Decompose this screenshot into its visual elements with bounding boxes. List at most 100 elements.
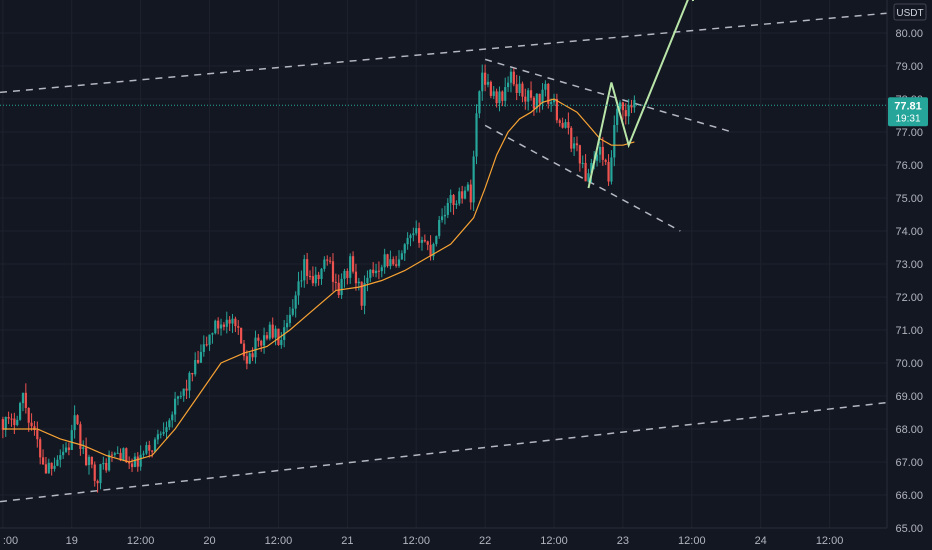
candle-body [386, 254, 389, 267]
candle-body [481, 72, 484, 92]
candle-body [151, 450, 154, 452]
candle-body [128, 462, 131, 464]
candle-body [133, 456, 137, 467]
candle-body [10, 418, 13, 420]
candle-body [248, 353, 251, 364]
candle-body [205, 344, 208, 346]
candle-body [214, 320, 217, 334]
candle-body [171, 414, 174, 421]
candle-body [446, 202, 449, 215]
x-tick-label: 12:00 [816, 535, 844, 547]
candle-body [541, 89, 544, 104]
candle-body [262, 335, 266, 346]
unit-badge[interactable] [893, 3, 927, 21]
candle-body [300, 280, 303, 282]
candle-body [142, 453, 145, 455]
y-tick-label: 73.00 [895, 259, 923, 271]
candle-body [366, 277, 369, 284]
candle-body [397, 259, 401, 266]
candle-body [179, 395, 182, 397]
candle-body [165, 427, 168, 433]
y-tick-label: 66.00 [895, 490, 923, 502]
candle-body [56, 459, 59, 466]
candle-body [285, 323, 289, 328]
candle-body [331, 261, 335, 282]
candle-body [211, 333, 214, 335]
candle-body [329, 260, 332, 262]
candle-body [228, 319, 231, 324]
candle-body [125, 448, 128, 463]
candle-body [590, 162, 593, 174]
candle-body [116, 452, 119, 454]
candle-body [242, 343, 246, 357]
projection-line [587, 0, 689, 189]
candle-body [13, 418, 16, 426]
candle-body [418, 228, 421, 243]
candle-body [400, 253, 403, 260]
candle-body [458, 191, 461, 204]
candle-body [349, 256, 352, 278]
candle-body [27, 407, 30, 423]
candle-body [515, 84, 518, 93]
candle-body [544, 83, 547, 90]
candle-body [412, 233, 415, 236]
candle-body [191, 372, 194, 375]
candle-body [550, 102, 553, 104]
x-tick-label: 12:00 [402, 535, 430, 547]
y-tick-label: 76.00 [895, 160, 923, 172]
candle-body [406, 238, 409, 245]
candle-body [297, 281, 300, 296]
y-tick-label: 71.00 [895, 325, 923, 337]
candle-body [50, 462, 53, 469]
candle-body [225, 319, 228, 327]
candle-body [618, 102, 622, 109]
candle-body [245, 356, 248, 364]
candle-body [231, 318, 234, 324]
candle-body [317, 274, 320, 280]
price-axis[interactable] [887, 0, 932, 528]
candle-body [372, 269, 375, 274]
candle-body [627, 105, 630, 117]
candle-body [403, 244, 406, 254]
candle-body [443, 214, 447, 217]
candles [1, 64, 636, 493]
y-tick-label: 68.00 [895, 424, 923, 436]
candle-body [595, 154, 599, 161]
candle-body [208, 334, 211, 345]
candle-body [607, 161, 610, 182]
candle-body [251, 353, 254, 358]
candle-body [558, 120, 561, 123]
candle-body [96, 480, 99, 484]
candle-body [509, 71, 513, 83]
candle-body [633, 100, 636, 108]
candle-body [363, 283, 366, 306]
candle-body [478, 91, 481, 114]
candle-body [159, 433, 162, 435]
countdown-label: 19:31 [895, 113, 920, 124]
candle-body [291, 308, 294, 315]
candle-body [145, 445, 148, 454]
x-tick-labels: :00 19 12:00 20 12:00 21 12:00 22 12:00 23 12:00 24… [3, 535, 843, 547]
time-axis[interactable] [0, 528, 932, 550]
candle-body [512, 71, 515, 85]
candle-body [584, 162, 587, 182]
candle-body [489, 81, 492, 96]
candle-body [452, 195, 455, 205]
candle-body [538, 93, 541, 104]
candle-body [44, 464, 48, 474]
grid [0, 0, 887, 529]
candle-body [561, 122, 564, 128]
candle-body [130, 463, 134, 467]
candle-body [498, 91, 501, 104]
ma-line [2, 98, 635, 463]
candle-body [199, 351, 203, 363]
candle-body [326, 259, 329, 261]
candle-body [380, 267, 383, 272]
x-tick-label: 23 [617, 535, 629, 547]
candle-body [547, 83, 550, 104]
last-price-badge: 77.81 19:31 [888, 97, 928, 127]
candle-body [484, 72, 487, 85]
candle-body [420, 239, 424, 243]
